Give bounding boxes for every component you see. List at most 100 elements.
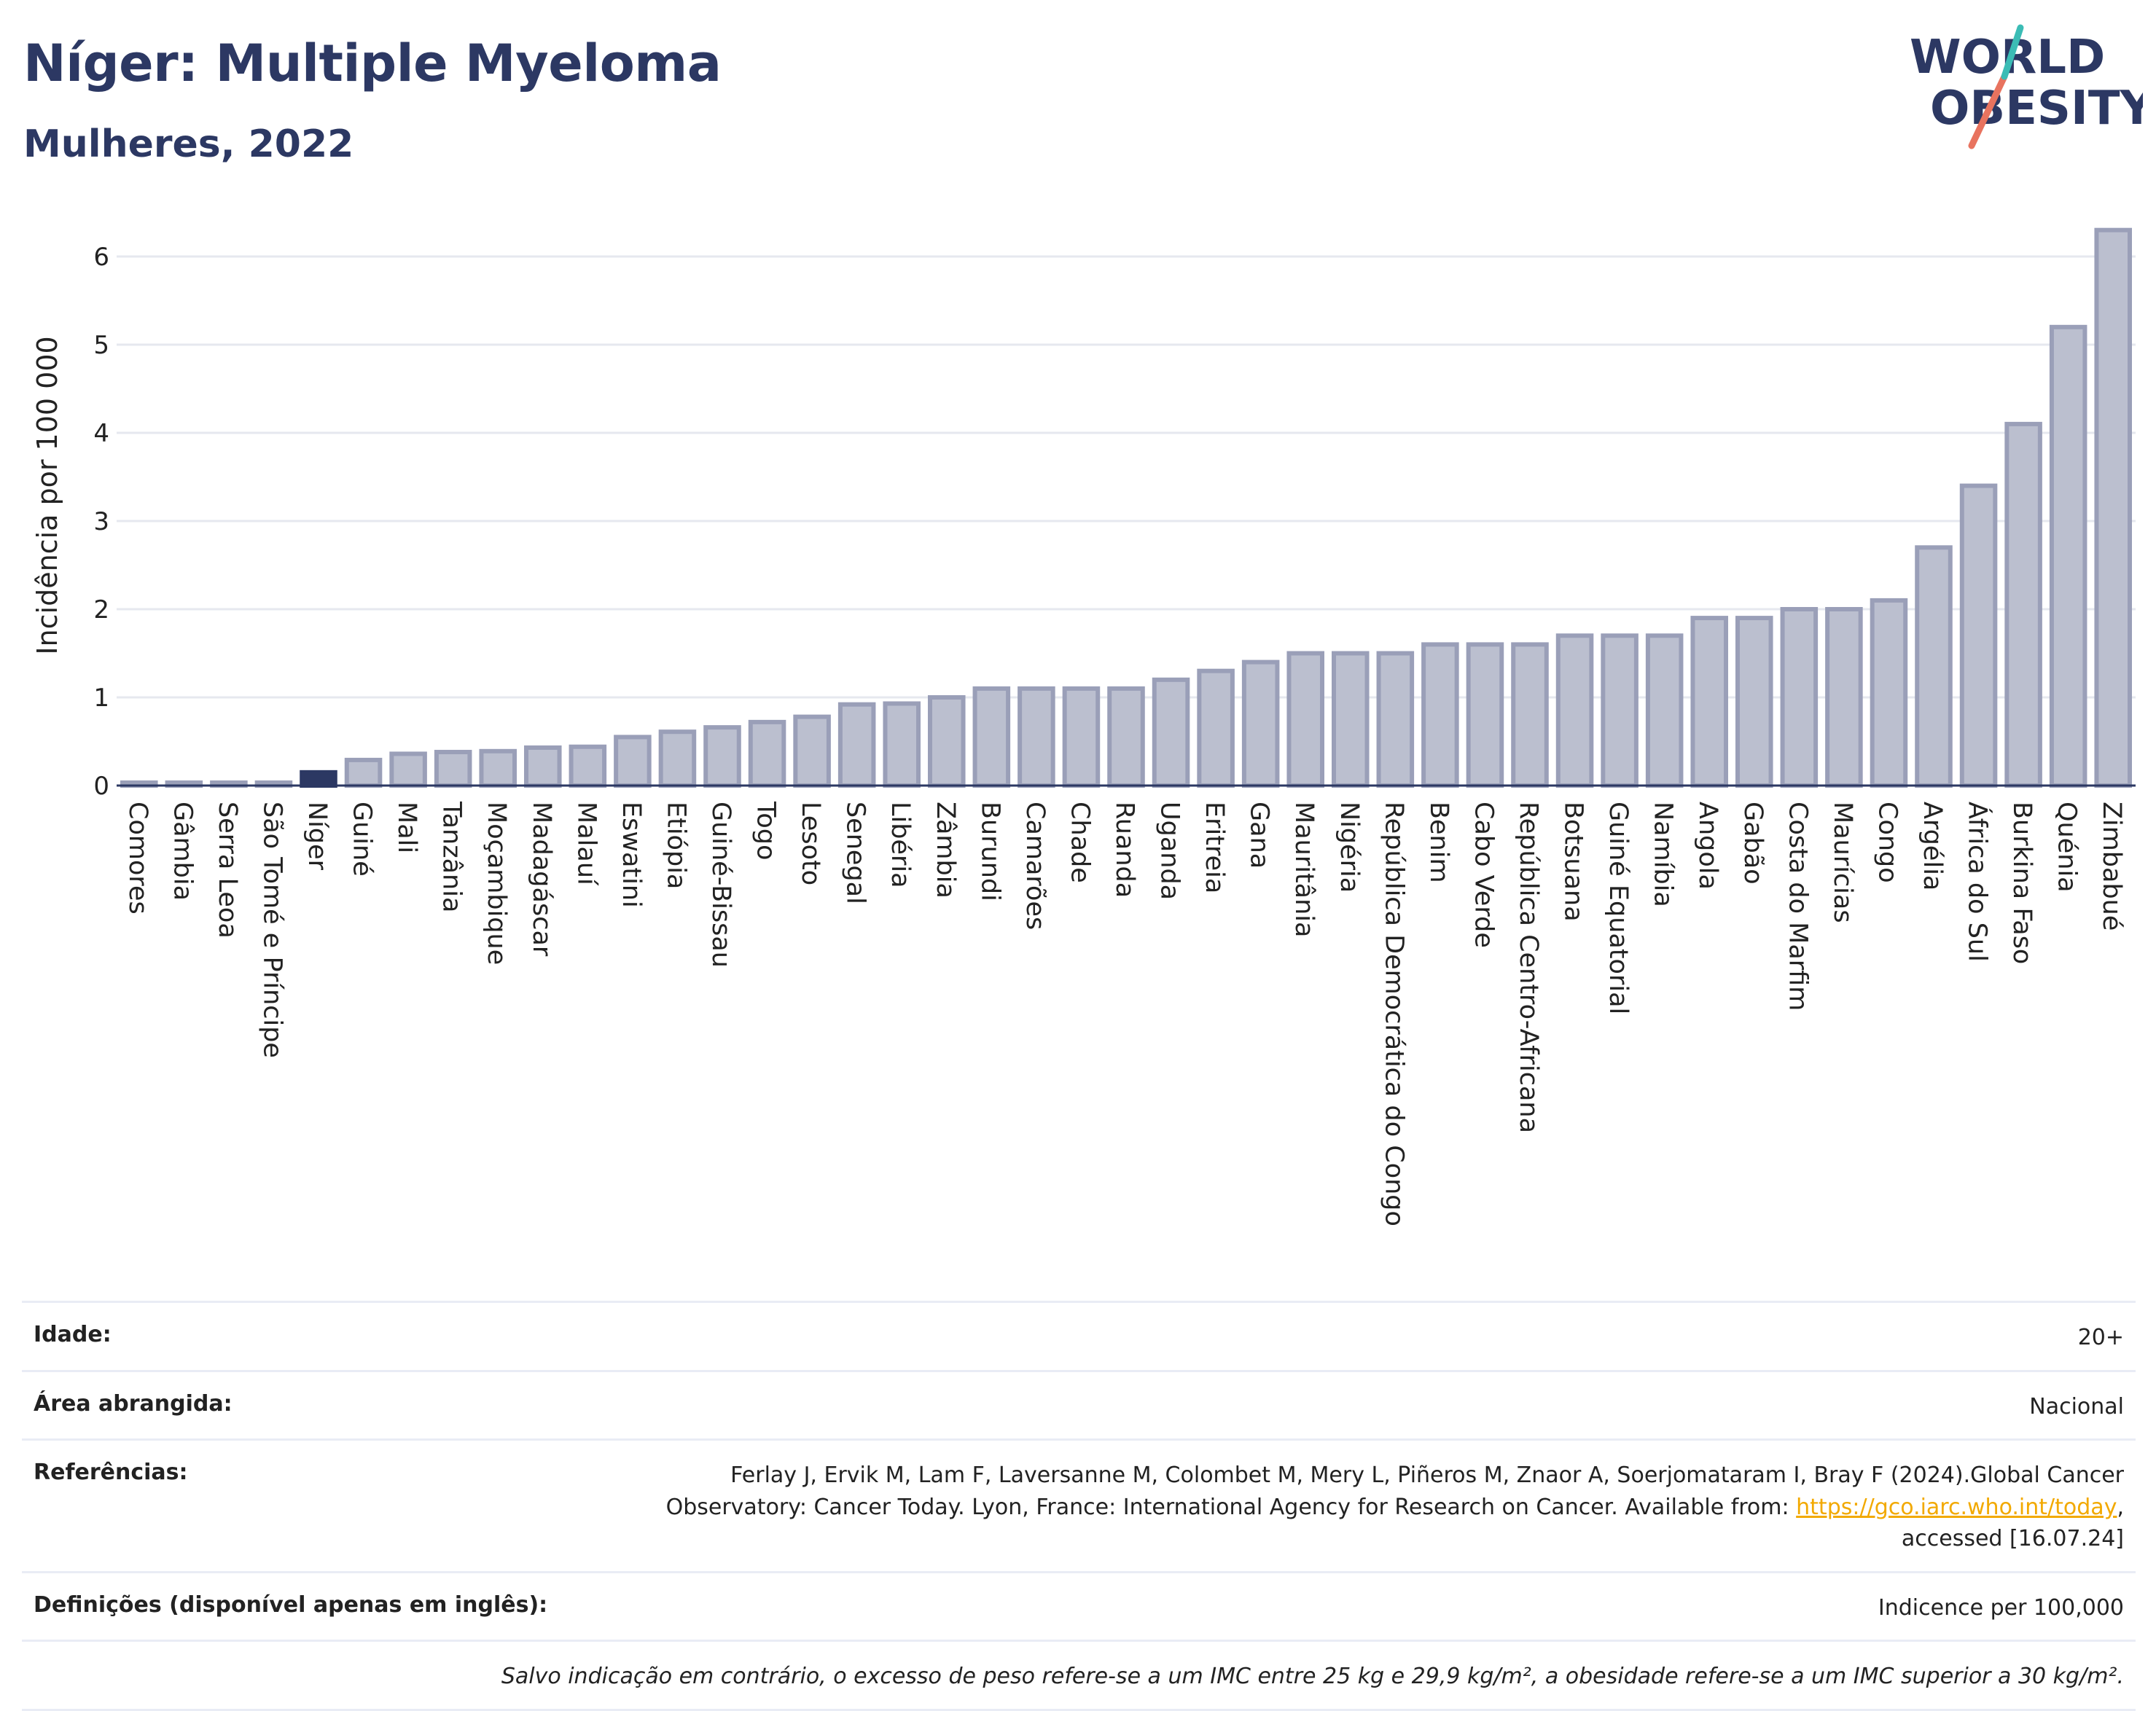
bar-Costa do Marfim[interactable]	[1780, 607, 1819, 788]
bar-República Centro-Africana[interactable]	[1511, 642, 1549, 788]
area-label: Área abrangida:	[34, 1390, 233, 1417]
bar-Tanzânia[interactable]	[434, 750, 472, 788]
x-tick-labels: Comores Gâmbia Serra Leoa São Tomé e Prínci…	[123, 801, 2126, 1226]
x-tick-label: Guiné-Bissau	[706, 802, 735, 968]
info-row-age: Idade: 20+	[22, 1301, 2136, 1370]
bar-Argélia[interactable]	[1915, 545, 1953, 788]
y-tick-label: 0	[93, 772, 109, 801]
references-line3: accessed [16.07.24]	[1901, 1526, 2124, 1551]
x-tick-label: Uganda	[1155, 802, 1184, 900]
bar-Ruanda[interactable]	[1107, 686, 1145, 788]
y-axis-label: Incidência por 100 000	[31, 336, 63, 654]
bar-Camarões[interactable]	[1018, 686, 1055, 788]
x-tick-label: Eswatini	[617, 802, 646, 908]
x-tick-label: Mauritânia	[1289, 802, 1319, 937]
x-tick-label: Libéria	[886, 802, 915, 888]
x-tick-label: Costa do Marfim	[1783, 802, 1812, 1011]
references-line2-end: ,	[2117, 1494, 2124, 1520]
x-tick-label: Maurícias	[1828, 802, 1857, 923]
bar-Botsuana[interactable]	[1555, 633, 1594, 788]
y-tick-label: 2	[93, 595, 109, 625]
chart-title: Níger: Multiple Myeloma	[23, 34, 722, 93]
x-tick-label: Etiópia	[661, 802, 690, 889]
bar-África do Sul[interactable]	[1959, 483, 1998, 788]
logo-line2: OBESITY	[1930, 82, 2143, 136]
logo-slash-teal	[2001, 24, 2024, 80]
x-tick-label: Tanzânia	[437, 801, 466, 912]
bar-Burundi[interactable]	[972, 686, 1011, 788]
bar-Mauritânia[interactable]	[1286, 651, 1324, 788]
age-value: 20+	[2077, 1325, 2124, 1350]
info-row-definitions: Definições (disponível apenas em inglês)…	[22, 1570, 2136, 1640]
x-tick-label: República Democrática do Congo	[1379, 802, 1408, 1226]
bar-Guiné Equatorial[interactable]	[1601, 633, 1639, 788]
bar-Gabão[interactable]	[1735, 616, 1773, 788]
bar-Gana[interactable]	[1241, 659, 1280, 788]
bar-Angola[interactable]	[1690, 616, 1728, 788]
bar-Namíbia[interactable]	[1645, 633, 1684, 788]
references-label: Referências:	[34, 1460, 188, 1485]
x-tick-label: Níger	[302, 802, 332, 871]
bar-Zimbabué[interactable]	[2094, 227, 2132, 788]
x-tick-label: Gabão	[1738, 802, 1768, 885]
x-tick-label: Cabo Verde	[1469, 802, 1498, 948]
y-tick-label: 4	[93, 419, 109, 448]
bar-Guiné-Bissau[interactable]	[703, 725, 741, 788]
world-obesity-logo: WORLD OBESITY	[1910, 24, 2143, 149]
x-tick-label: Gâmbia	[168, 802, 197, 901]
footnote: Salvo indicação em contrário, o excesso …	[501, 1664, 2124, 1689]
bars	[117, 227, 2136, 788]
bar-Moçambique[interactable]	[479, 748, 517, 788]
info-table: Idade: 20+ Área abrangida: Nacional Refe…	[22, 1301, 2136, 1711]
x-tick-label: Malauí	[571, 802, 601, 886]
info-row-references: Referências: Ferlay J, Ervik M, Lam F, L…	[22, 1438, 2136, 1571]
x-tick-label: Benim	[1424, 802, 1453, 883]
bar-Cabo Verde[interactable]	[1466, 642, 1504, 788]
x-tick-label: Serra Leoa	[213, 802, 242, 939]
bar-Senegal[interactable]	[837, 702, 876, 788]
bar-Benim[interactable]	[1421, 642, 1459, 788]
bar-Uganda[interactable]	[1152, 677, 1190, 788]
bar-Eswatini[interactable]	[614, 735, 652, 788]
bar-República Democrática do Congo[interactable]	[1376, 651, 1415, 788]
x-tick-label: Burundi	[975, 802, 1004, 901]
chart-subtitle: Mulheres, 2022	[23, 122, 354, 166]
bar-Guiné[interactable]	[344, 757, 383, 788]
bar-Mali[interactable]	[389, 751, 427, 788]
bar-Congo[interactable]	[1870, 598, 1908, 788]
x-tick-label: Togo	[751, 801, 781, 860]
bar-Eritreia[interactable]	[1197, 668, 1235, 788]
bar-Zâmbia[interactable]	[928, 695, 966, 788]
x-tick-label: Argélia	[1918, 802, 1947, 890]
bar-Libéria[interactable]	[883, 701, 921, 788]
x-tick-label: Lesoto	[796, 802, 825, 885]
x-tick-label: Camarões	[1020, 802, 1050, 930]
x-tick-label: Chade	[1065, 802, 1094, 883]
bar-Lesoto[interactable]	[793, 714, 831, 788]
bar-Quénia[interactable]	[2049, 324, 2087, 788]
x-tick-label: Zâmbia	[931, 802, 960, 898]
y-tick-label: 1	[93, 684, 109, 713]
references-line2: Observatory: Cancer Today. Lyon, France:…	[665, 1494, 1797, 1520]
y-tick-label: 5	[93, 331, 109, 360]
bar-Maurícias[interactable]	[1825, 607, 1863, 788]
x-tick-label: Eritreia	[1200, 802, 1229, 893]
references-link[interactable]: https://gco.iarc.who.int/today	[1796, 1494, 2117, 1520]
bar-Togo[interactable]	[748, 719, 786, 788]
info-row-area: Área abrangida: Nacional	[22, 1369, 2136, 1439]
bar-Etiópia[interactable]	[658, 729, 697, 788]
bar-Madagáscar[interactable]	[524, 745, 562, 788]
bar-Nigéria[interactable]	[1332, 651, 1370, 788]
bar-Burkina Faso[interactable]	[2004, 421, 2042, 788]
info-row-note: Salvo indicação em contrário, o excesso …	[22, 1640, 2136, 1711]
x-tick-label: Botsuana	[1559, 802, 1588, 922]
x-tick-label: Ruanda	[1110, 802, 1139, 898]
y-tick-labels: 0 1 2 3 4 5 6	[93, 243, 109, 801]
bar-Malauí[interactable]	[569, 744, 607, 788]
bar-Níger[interactable]	[300, 770, 337, 788]
references-value: Ferlay J, Ervik M, Lam F, Laversanne M, …	[666, 1460, 2124, 1555]
bar-Chade[interactable]	[1062, 686, 1101, 788]
y-tick-label: 3	[93, 507, 109, 536]
x-tick-label: Mali	[392, 802, 421, 853]
x-tick-label: Moçambique	[482, 802, 511, 965]
